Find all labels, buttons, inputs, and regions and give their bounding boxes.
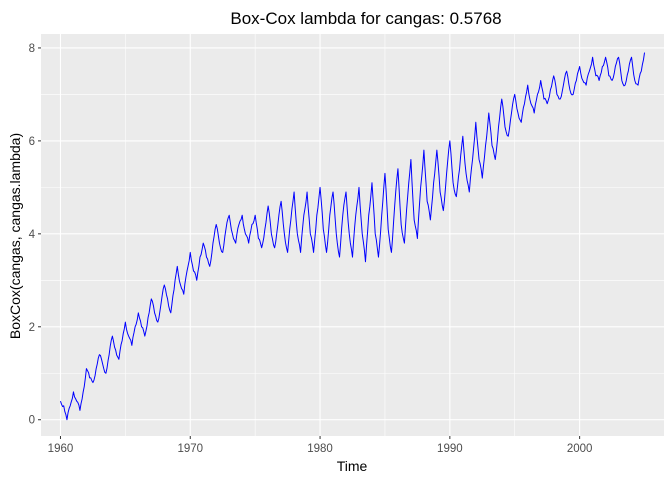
y-tick-label: 0 bbox=[29, 415, 35, 427]
series-layer bbox=[59, 52, 646, 421]
major-gridlines bbox=[41, 34, 664, 436]
minor-gridlines bbox=[41, 34, 664, 436]
x-tick-label: 1980 bbox=[307, 443, 333, 455]
y-tick-label: 8 bbox=[29, 43, 35, 55]
series-line bbox=[59, 52, 646, 421]
x-axis: 1960 1970 1980 1990 2000 bbox=[48, 436, 593, 455]
x-axis-title: Time bbox=[337, 458, 368, 474]
x-tick-label: 2000 bbox=[567, 443, 593, 455]
plot-panel bbox=[41, 34, 664, 436]
x-tick-label: 1960 bbox=[48, 443, 74, 455]
y-tick-label: 6 bbox=[29, 136, 35, 148]
x-tick-label: 1970 bbox=[177, 443, 203, 455]
chart-title: Box-Cox lambda for cangas: 0.5768 bbox=[230, 9, 501, 28]
y-axis-title: BoxCox(cangas, cangas.lambda) bbox=[7, 133, 23, 339]
x-tick-label: 1990 bbox=[437, 443, 463, 455]
y-tick-label: 4 bbox=[29, 229, 36, 241]
y-tick-label: 2 bbox=[29, 322, 35, 334]
y-axis: 0 2 4 6 8 bbox=[29, 43, 41, 427]
